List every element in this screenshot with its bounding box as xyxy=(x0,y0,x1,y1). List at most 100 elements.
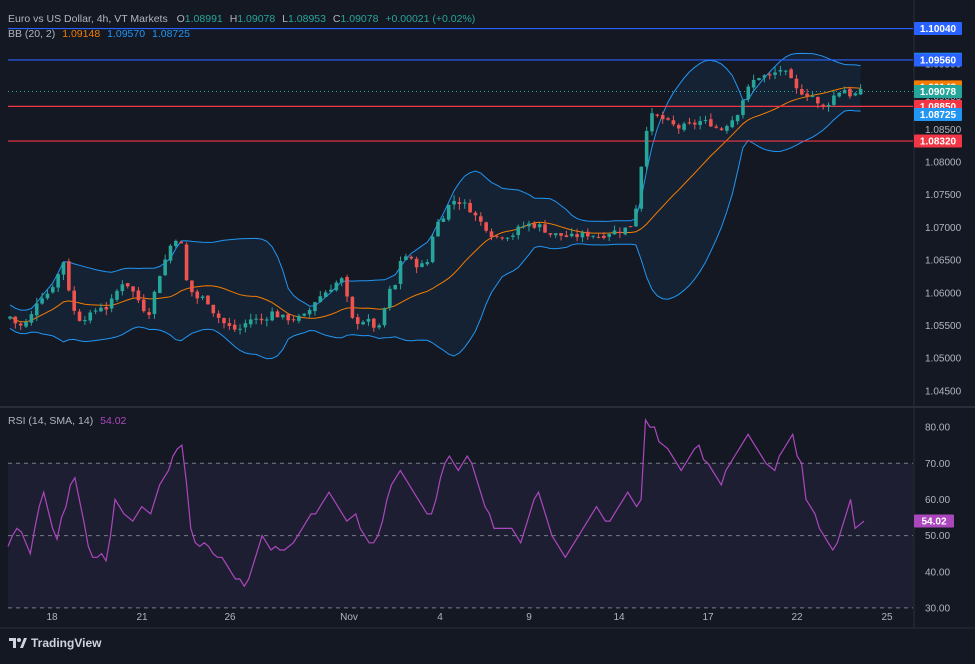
candle-body xyxy=(623,227,628,235)
candle-body xyxy=(67,261,71,291)
candle-body xyxy=(746,86,751,100)
price-tag-bg xyxy=(914,134,962,148)
low-label: L xyxy=(282,13,289,25)
candle-body xyxy=(457,202,462,205)
candle-body xyxy=(345,277,349,297)
candle-body xyxy=(676,125,681,129)
candle-body xyxy=(302,313,307,316)
candle-body xyxy=(773,72,777,75)
candle-body xyxy=(56,274,60,288)
high-label: H xyxy=(229,13,238,25)
rsi-tick-label: 80.00 xyxy=(925,423,950,434)
candle-body xyxy=(141,299,146,312)
rsi-legend-label: RSI (14, SMA, 14) xyxy=(8,415,94,427)
time-tick-label: 14 xyxy=(613,612,625,623)
candle-body xyxy=(628,226,633,228)
price-tick-label: 1.07500 xyxy=(925,190,962,201)
candle-body xyxy=(591,235,595,237)
time-tick-label: 26 xyxy=(224,612,236,623)
candle-body xyxy=(778,70,783,72)
candle-body xyxy=(516,226,521,236)
bb-legend[interactable]: BB (20, 2) 1.09148 1.09570 1.08725 xyxy=(8,28,190,40)
symbol-header: Euro vs US Dollar, 4h, VT Markets O1.089… xyxy=(8,13,475,25)
candle-body xyxy=(238,328,242,330)
candle-body xyxy=(24,321,28,327)
candle-body xyxy=(109,298,114,309)
bollinger-bands xyxy=(9,52,861,360)
candle-body xyxy=(586,231,590,237)
candle-body xyxy=(644,130,649,167)
candle-body xyxy=(334,282,339,291)
candle-body xyxy=(275,311,280,318)
candle-body xyxy=(168,245,173,261)
candle-body xyxy=(446,204,451,220)
price-tag-1.09078: 1.09078 xyxy=(920,87,957,98)
time-tick-label: 25 xyxy=(881,612,893,623)
candle-body xyxy=(436,221,440,237)
rsi-tick-label: 40.00 xyxy=(925,567,950,578)
price-tags: 1.100401.095701.095601.091481.090781.088… xyxy=(914,22,962,528)
candle-body xyxy=(569,233,574,237)
candle-body xyxy=(564,235,569,237)
rsi-pane xyxy=(7,417,913,609)
horizontal-price-lines[interactable] xyxy=(8,27,913,142)
candle-body xyxy=(639,166,644,209)
candle-body xyxy=(505,237,510,239)
candle-body xyxy=(473,212,478,216)
candle-body xyxy=(206,295,210,305)
candle-body xyxy=(671,120,676,125)
candle-body xyxy=(404,256,408,260)
candle-body xyxy=(29,314,34,323)
time-tick-label: 22 xyxy=(791,612,803,623)
rsi-tick-label: 50.00 xyxy=(925,531,950,542)
candle-body xyxy=(174,240,178,247)
bb-upper-line xyxy=(9,52,861,311)
candle-body xyxy=(34,303,39,316)
candle-body xyxy=(350,296,355,318)
candle-body xyxy=(281,314,285,318)
candle-body xyxy=(13,316,18,324)
candle-body xyxy=(270,311,274,321)
candle-body xyxy=(548,233,553,235)
tradingview-brand: TradingView xyxy=(31,636,102,650)
candle-body xyxy=(307,309,312,315)
price-tag-1.08850: 1.08850 xyxy=(920,102,957,113)
tradingview-logo[interactable]: TradingView xyxy=(9,636,101,650)
candle-body xyxy=(655,114,660,116)
candle-body xyxy=(93,310,98,312)
candle-body xyxy=(848,88,852,97)
rsi-legend[interactable]: RSI (14, SMA, 14) 54.02 xyxy=(8,415,126,427)
candle-body xyxy=(232,324,237,330)
candle-body xyxy=(602,235,606,239)
candle-body xyxy=(222,318,226,324)
candle-body xyxy=(537,224,542,228)
tradingview-logo-icon xyxy=(9,638,27,648)
candle-body xyxy=(441,218,446,222)
price-tick-label: 1.08000 xyxy=(925,157,962,168)
candle-body xyxy=(789,69,793,79)
candle-body xyxy=(767,74,772,76)
candle-body xyxy=(398,260,403,284)
candle-body xyxy=(500,237,504,239)
candle-body xyxy=(99,307,103,312)
candle-body xyxy=(543,224,547,233)
symbol-title[interactable]: Euro vs US Dollar, 4h, VT Markets xyxy=(8,13,168,25)
candle-body xyxy=(826,104,831,107)
candle-body xyxy=(468,203,472,213)
price-tick-label: 1.06500 xyxy=(925,256,962,267)
candle-body xyxy=(816,97,820,104)
candle-body xyxy=(329,289,333,292)
candle-body xyxy=(858,88,863,95)
candle-body xyxy=(495,235,499,237)
candle-body xyxy=(291,319,296,321)
time-tick-label: 21 xyxy=(136,612,148,623)
candle-body xyxy=(409,256,414,259)
open-value: 1.08991 xyxy=(184,13,223,25)
candle-body xyxy=(211,304,216,314)
bb-basis-value: 1.09148 xyxy=(62,28,101,40)
candle-body xyxy=(757,78,761,81)
close-label: C xyxy=(332,13,341,25)
candle-body xyxy=(377,325,381,328)
